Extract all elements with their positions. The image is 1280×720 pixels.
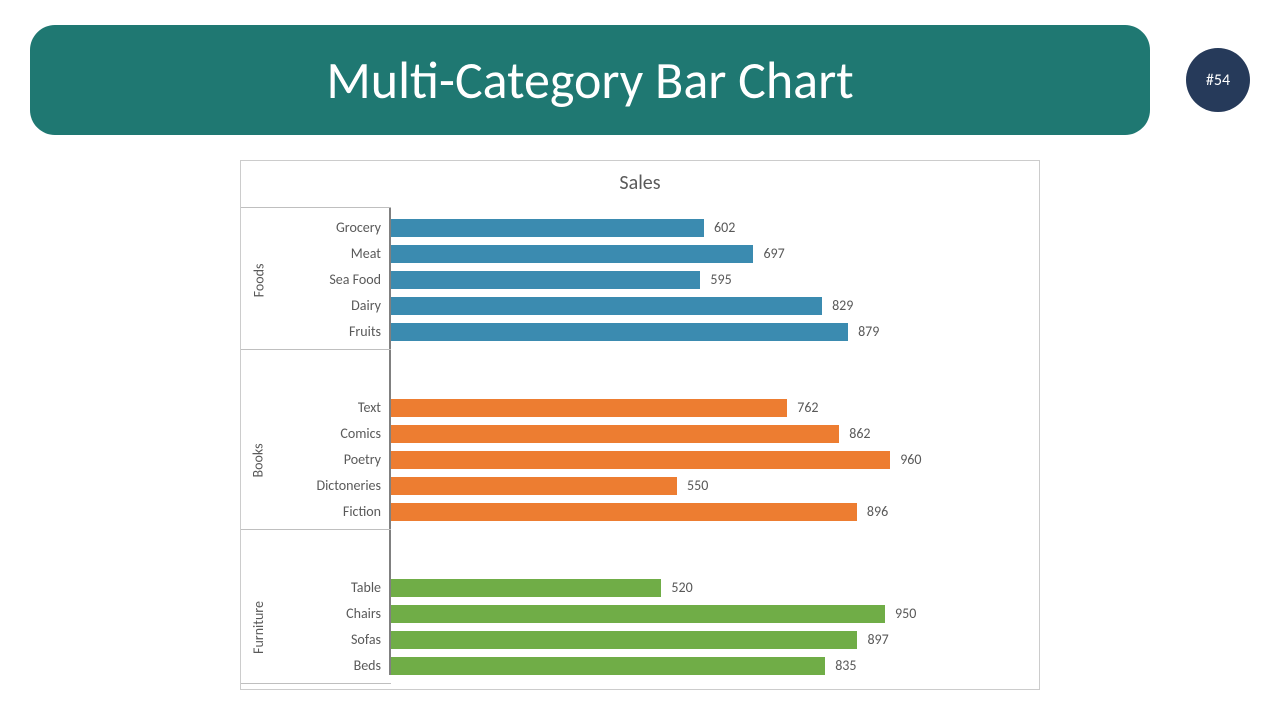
item-label: Comics bbox=[276, 422, 381, 446]
bar-value: 862 bbox=[849, 425, 870, 443]
bar-value: 896 bbox=[867, 503, 888, 521]
bar bbox=[391, 605, 885, 623]
item-label: Beds bbox=[276, 654, 381, 678]
bar-area: 602 697 595 829 879 762 862 960 550 896 520 950 897 8… bbox=[391, 207, 1011, 675]
group-separator bbox=[241, 207, 391, 208]
item-label: Dairy bbox=[276, 294, 381, 318]
item-label: Sofas bbox=[276, 628, 381, 652]
bar-value: 960 bbox=[900, 451, 921, 469]
bar bbox=[391, 451, 890, 469]
bar bbox=[391, 657, 825, 675]
bar-value: 835 bbox=[835, 657, 856, 675]
group-separator bbox=[241, 349, 391, 350]
bar bbox=[391, 503, 857, 521]
bar-value: 520 bbox=[671, 579, 692, 597]
bar-value: 697 bbox=[763, 245, 784, 263]
bar bbox=[391, 477, 677, 495]
item-label: Table bbox=[276, 576, 381, 600]
group-separator bbox=[241, 529, 391, 530]
item-label: Poetry bbox=[276, 448, 381, 472]
bar bbox=[391, 579, 661, 597]
item-label: Dictoneries bbox=[276, 474, 381, 498]
item-label: Fruits bbox=[276, 320, 381, 344]
group-label: Foods bbox=[241, 215, 276, 345]
item-label: Sea Food bbox=[276, 268, 381, 292]
bar-value: 829 bbox=[832, 297, 853, 315]
bar-value: 950 bbox=[895, 605, 916, 623]
item-label: Fiction bbox=[276, 500, 381, 524]
bar-value: 762 bbox=[797, 399, 818, 417]
group-separator bbox=[241, 683, 391, 684]
item-label: Grocery bbox=[276, 216, 381, 240]
bar-value: 879 bbox=[858, 323, 879, 341]
bar-value: 897 bbox=[867, 631, 888, 649]
slide-number: #54 bbox=[1206, 71, 1230, 90]
header-bar: Multi-Category Bar Chart bbox=[30, 25, 1150, 135]
chart-title: Sales bbox=[241, 171, 1039, 195]
bar bbox=[391, 271, 700, 289]
item-label: Chairs bbox=[276, 602, 381, 626]
bar bbox=[391, 323, 848, 341]
chart-body: FoodsBooksFurniture GroceryMeatSea FoodD… bbox=[241, 207, 1039, 675]
group-label-column: FoodsBooksFurniture bbox=[241, 207, 276, 675]
bar bbox=[391, 245, 753, 263]
item-label: Text bbox=[276, 396, 381, 420]
item-label-column: GroceryMeatSea FoodDairyFruits TextComics… bbox=[276, 207, 391, 675]
bar-value: 550 bbox=[687, 477, 708, 495]
bar bbox=[391, 297, 822, 315]
bar bbox=[391, 219, 704, 237]
item-label: Meat bbox=[276, 242, 381, 266]
bar-value: 602 bbox=[714, 219, 735, 237]
header-title: Multi-Category Bar Chart bbox=[326, 48, 853, 112]
slide-number-badge: #54 bbox=[1186, 48, 1250, 112]
bar-value: 595 bbox=[710, 271, 731, 289]
chart-container: Sales Foods Books Furniture GroceryMeatSea… bbox=[240, 160, 1040, 690]
group-label: Furniture bbox=[241, 575, 276, 679]
group-label: Books bbox=[241, 395, 276, 525]
bar bbox=[391, 425, 839, 443]
bar bbox=[391, 631, 857, 649]
bar bbox=[391, 399, 787, 417]
